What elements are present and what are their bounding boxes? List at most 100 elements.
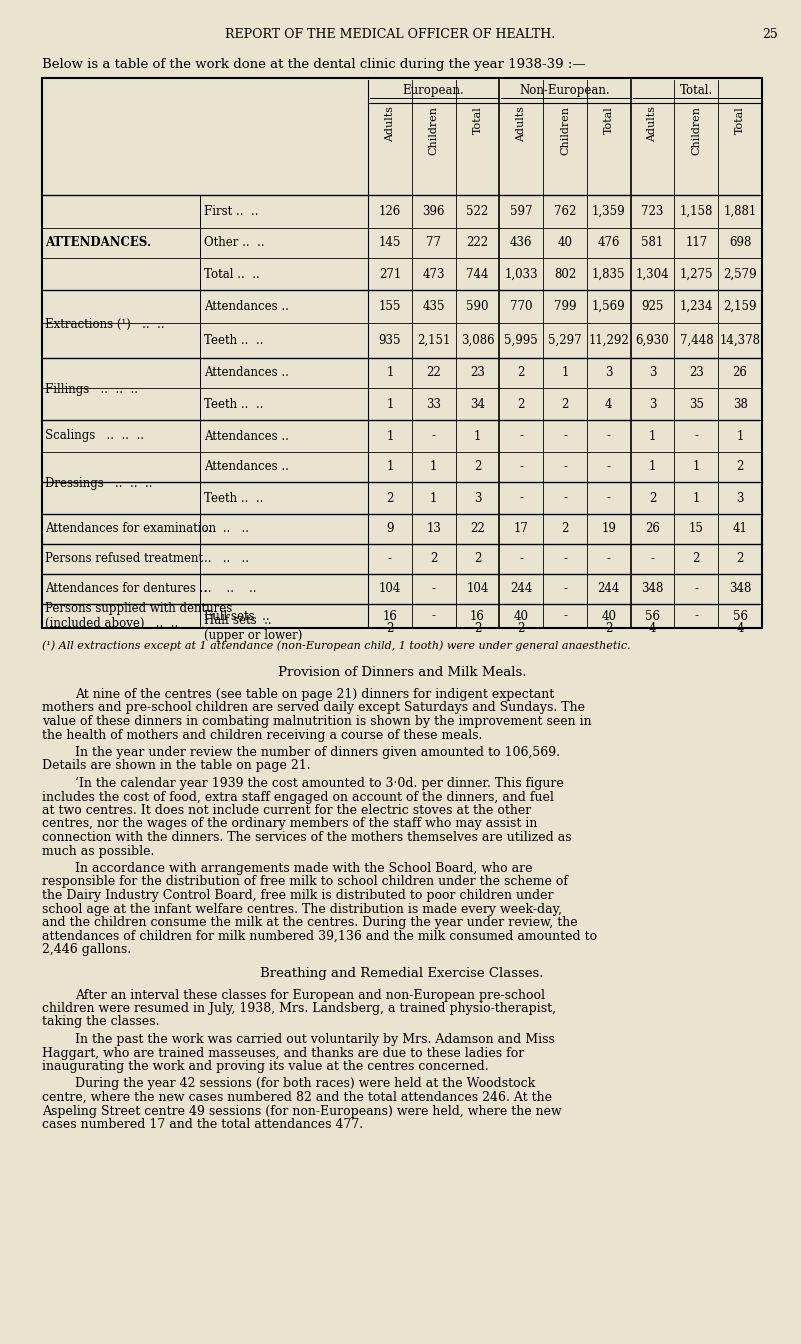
- Bar: [42, 78, 762, 628]
- Text: -: -: [563, 621, 567, 634]
- Text: Teeth ..  ..: Teeth .. ..: [204, 398, 264, 410]
- Text: includes the cost of food, extra staff engaged on account of the dinners, and fu: includes the cost of food, extra staff e…: [42, 790, 553, 804]
- Text: Attendances for dentures ..: Attendances for dentures ..: [45, 582, 207, 595]
- Text: 2,446 gallons.: 2,446 gallons.: [42, 943, 131, 956]
- Text: Aspeling Street centre 49 sessions (for non-Europeans) were held, where the new: Aspeling Street centre 49 sessions (for …: [42, 1105, 562, 1117]
- Text: school age at the infant welfare centres. The distribution is made every week-da: school age at the infant welfare centres…: [42, 903, 562, 915]
- Text: 11,292: 11,292: [589, 335, 629, 347]
- Text: -: -: [432, 582, 436, 595]
- Text: 2: 2: [517, 621, 525, 634]
- Text: -: -: [519, 461, 523, 473]
- Text: In the year under review the number of dinners given amounted to 106,569.: In the year under review the number of d…: [75, 746, 560, 759]
- Text: -: -: [607, 430, 611, 442]
- Text: 2: 2: [693, 552, 700, 566]
- Text: 1: 1: [649, 461, 656, 473]
- Text: 7,448: 7,448: [679, 335, 713, 347]
- Text: 23: 23: [470, 367, 485, 379]
- Text: 723: 723: [642, 206, 664, 218]
- Text: In the past the work was carried out voluntarily by Mrs. Adamson and Miss: In the past the work was carried out vol…: [75, 1034, 555, 1046]
- Text: 6,930: 6,930: [636, 335, 670, 347]
- Text: -: -: [519, 492, 523, 504]
- Text: Adults: Adults: [647, 106, 658, 142]
- Text: 40: 40: [557, 237, 573, 250]
- Text: Teeth ..  ..: Teeth .. ..: [204, 492, 264, 504]
- Text: Adults: Adults: [516, 106, 526, 142]
- Text: 56: 56: [733, 609, 747, 622]
- Text: 348: 348: [642, 582, 664, 595]
- Text: During the year 42 sessions (for both races) were held at the Woodstock: During the year 42 sessions (for both ra…: [75, 1078, 535, 1090]
- Text: 155: 155: [379, 300, 401, 313]
- Text: attendances of children for milk numbered 39,136 and the milk consumed amounted : attendances of children for milk numbere…: [42, 930, 597, 942]
- Text: ATTENDANCES.: ATTENDANCES.: [45, 237, 151, 249]
- Text: 25: 25: [762, 28, 778, 42]
- Text: At nine of the centres (see table on page 21) dinners for indigent expectant: At nine of the centres (see table on pag…: [75, 688, 554, 702]
- Text: 56: 56: [645, 609, 660, 622]
- Text: 4: 4: [649, 621, 656, 634]
- Text: Attendances ..: Attendances ..: [204, 461, 289, 473]
- Text: value of these dinners in combating malnutrition is shown by the improvement see: value of these dinners in combating maln…: [42, 715, 592, 728]
- Text: 1: 1: [473, 430, 481, 442]
- Text: 1,234: 1,234: [679, 300, 713, 313]
- Text: Haggart, who are trained masseuses, and thanks are due to these ladies for: Haggart, who are trained masseuses, and …: [42, 1047, 524, 1059]
- Text: 1: 1: [430, 461, 437, 473]
- Text: 5,297: 5,297: [548, 335, 582, 347]
- Text: 2: 2: [736, 461, 744, 473]
- Text: 104: 104: [466, 582, 489, 595]
- Text: 2,151: 2,151: [417, 335, 450, 347]
- Text: 34: 34: [470, 398, 485, 410]
- Text: 1,033: 1,033: [505, 267, 538, 281]
- Text: 1,158: 1,158: [679, 206, 713, 218]
- Text: Below is a table of the work done at the dental clinic during the year 1938-39 :: Below is a table of the work done at the…: [42, 58, 586, 71]
- Text: -: -: [563, 552, 567, 566]
- Text: 698: 698: [729, 237, 751, 250]
- Text: Total: Total: [604, 106, 614, 134]
- Text: cases numbered 17 and the total attendances 477.: cases numbered 17 and the total attendan…: [42, 1118, 363, 1132]
- Text: Non-European.: Non-European.: [520, 83, 610, 97]
- Text: Extractions (¹)   ..  ..: Extractions (¹) .. ..: [45, 317, 165, 331]
- Text: 2,579: 2,579: [723, 267, 757, 281]
- Text: Half sets  ..
(upper or lower): Half sets .. (upper or lower): [204, 614, 302, 642]
- Text: 2: 2: [517, 398, 525, 410]
- Text: -: -: [432, 621, 436, 634]
- Text: After an interval these classes for European and non-European pre-school: After an interval these classes for Euro…: [75, 988, 545, 1001]
- Text: 1,275: 1,275: [679, 267, 713, 281]
- Text: 2,159: 2,159: [723, 300, 757, 313]
- Text: 1,835: 1,835: [592, 267, 626, 281]
- Text: responsible for the distribution of free milk to school children under the schem: responsible for the distribution of free…: [42, 875, 568, 888]
- Text: taking the classes.: taking the classes.: [42, 1016, 159, 1028]
- Text: 4: 4: [605, 398, 613, 410]
- Text: 2: 2: [386, 621, 393, 634]
- Text: 3: 3: [605, 367, 613, 379]
- Text: connection with the dinners. The services of the mothers themselves are utilized: connection with the dinners. The service…: [42, 831, 572, 844]
- Text: In accordance with arrangements made with the School Board, who are: In accordance with arrangements made wit…: [75, 862, 533, 875]
- Text: 762: 762: [553, 206, 576, 218]
- Text: mothers and pre-school children are served daily except Saturdays and Sundays. T: mothers and pre-school children are serv…: [42, 702, 585, 715]
- Text: 26: 26: [645, 523, 660, 535]
- Text: 436: 436: [510, 237, 533, 250]
- Text: 2: 2: [649, 492, 656, 504]
- Text: 1: 1: [430, 492, 437, 504]
- Text: -: -: [519, 430, 523, 442]
- Text: Adults: Adults: [385, 106, 395, 142]
- Text: 1: 1: [693, 492, 700, 504]
- Text: 1: 1: [649, 430, 656, 442]
- Text: 13: 13: [426, 523, 441, 535]
- Text: Persons supplied with dentures
(included above)   ..  ..: Persons supplied with dentures (included…: [45, 602, 232, 630]
- Text: -: -: [694, 609, 698, 622]
- Text: Children: Children: [691, 106, 702, 155]
- Text: 1: 1: [736, 430, 744, 442]
- Text: 19: 19: [602, 523, 616, 535]
- Text: 1: 1: [386, 430, 393, 442]
- Text: -: -: [607, 461, 611, 473]
- Text: 2: 2: [473, 461, 481, 473]
- Text: 2: 2: [736, 552, 744, 566]
- Text: -: -: [519, 552, 523, 566]
- Text: 16: 16: [382, 609, 397, 622]
- Text: 222: 222: [466, 237, 489, 250]
- Text: 2: 2: [605, 621, 613, 634]
- Text: Children: Children: [560, 106, 570, 155]
- Text: Attendances ..: Attendances ..: [204, 300, 289, 313]
- Text: 435: 435: [422, 300, 445, 313]
- Text: Total: Total: [735, 106, 745, 134]
- Text: -: -: [650, 552, 654, 566]
